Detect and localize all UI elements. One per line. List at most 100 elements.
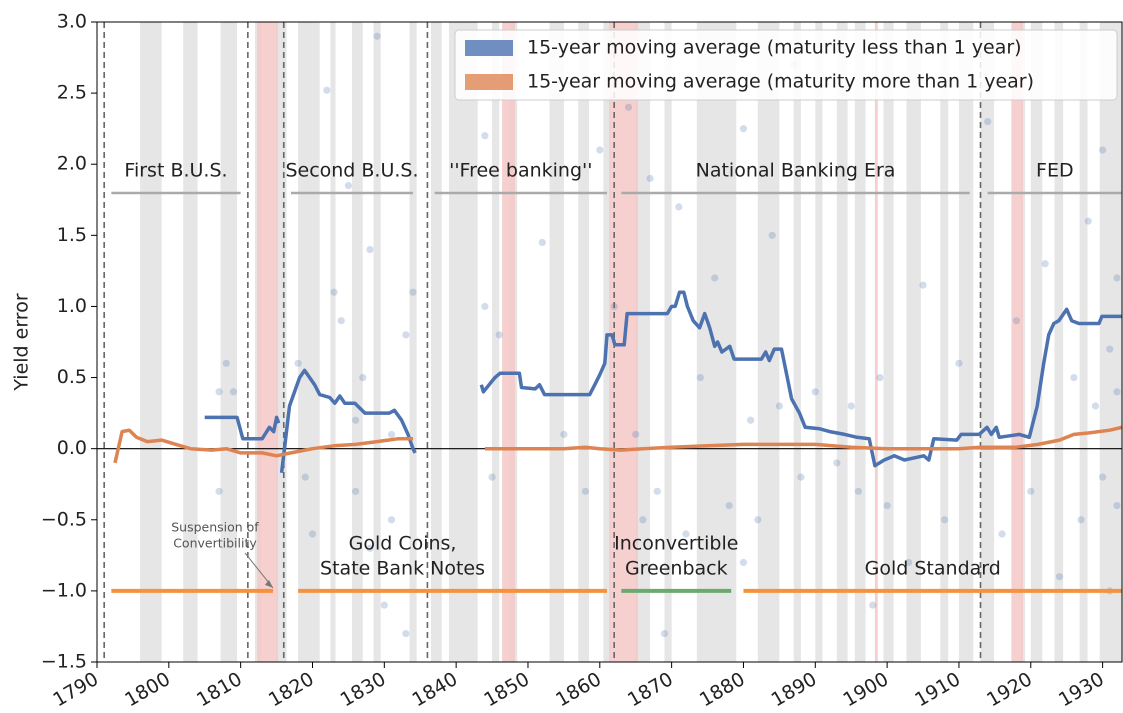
x-tick-label: 1910 — [911, 668, 964, 711]
regime-label: Greenback — [625, 557, 728, 579]
legend-swatch — [465, 74, 513, 90]
recession-band — [958, 22, 974, 662]
scatter-point — [481, 132, 489, 140]
scatter-point — [747, 416, 755, 424]
legend-swatch — [465, 40, 513, 56]
recession-band — [757, 22, 780, 662]
recession-band — [183, 22, 198, 662]
recession-band — [1099, 22, 1122, 662]
annotation-text: Suspension of — [171, 519, 259, 534]
scatter-point — [308, 530, 317, 538]
x-tick-label: 1850 — [480, 668, 533, 711]
x-tick-label: 1890 — [768, 668, 821, 711]
scatter-point — [1041, 260, 1049, 268]
x-tick-label: 1930 — [1055, 668, 1108, 711]
recession-band — [578, 22, 590, 662]
scatter-point — [869, 601, 877, 609]
scatter-point — [402, 331, 410, 339]
y-tick-label: −1.0 — [41, 579, 87, 601]
scatter-point — [402, 629, 410, 638]
scatter-point — [488, 473, 496, 481]
recession-band — [276, 22, 287, 662]
x-tick-label: 1790 — [49, 668, 102, 711]
scatter-point — [833, 459, 841, 467]
crisis-band — [874, 22, 878, 662]
legend-label: 15-year moving average (maturity more th… — [527, 71, 1034, 93]
crisis-band — [257, 22, 279, 662]
scatter-point — [301, 473, 309, 481]
y-tick-label: 2.5 — [57, 82, 87, 104]
scatter-point — [955, 359, 963, 367]
scatter-point — [984, 117, 992, 126]
crisis-band — [1011, 22, 1023, 662]
annotation-text: Convertibility — [173, 535, 257, 550]
y-tick-label: 3.0 — [57, 11, 87, 33]
era-label: ''Free banking'' — [449, 160, 592, 182]
scatter-point — [222, 359, 230, 367]
x-tick-label: 1860 — [552, 668, 605, 711]
scatter-point — [854, 487, 862, 495]
x-tick-label: 1830 — [337, 668, 390, 711]
scatter-point — [1070, 373, 1078, 382]
recession-band — [448, 22, 478, 662]
scatter-point — [696, 373, 704, 382]
y-tick-label: −0.5 — [41, 508, 87, 530]
scatter-point — [876, 373, 884, 382]
scatter-point — [1077, 516, 1085, 524]
scatter-point — [359, 373, 367, 382]
scatter-point — [1099, 473, 1107, 481]
scatter-point — [351, 487, 360, 495]
y-tick-label: −1.5 — [41, 651, 87, 673]
scatter-point — [294, 359, 302, 367]
recession-band — [793, 22, 801, 662]
era-label: National Banking Era — [696, 160, 896, 182]
era-label: Second B.U.S. — [285, 160, 418, 182]
annotation-arrowhead — [264, 579, 273, 588]
scatter-point — [883, 501, 891, 510]
x-tick-label: 1880 — [696, 668, 749, 711]
y-tick-label: 1.5 — [57, 224, 87, 246]
recession-band — [1030, 22, 1043, 662]
plot-frame — [96, 21, 1123, 663]
scatter-point — [1106, 345, 1114, 353]
recession-band — [220, 22, 238, 662]
legend-box — [454, 29, 1118, 101]
recession-band — [298, 22, 320, 662]
scatter-point — [682, 530, 690, 538]
x-tick-label: 1870 — [624, 668, 677, 711]
scatter-point — [998, 530, 1006, 538]
scatter-point — [409, 288, 417, 296]
x-tick-label: 1810 — [193, 668, 246, 711]
scatter-point — [739, 125, 748, 133]
scatter-point — [323, 86, 331, 94]
scatter-point — [739, 558, 748, 567]
scatter-point — [1012, 317, 1021, 325]
scatter-point — [646, 174, 654, 183]
scatter-point — [1027, 487, 1035, 495]
scatter-point — [1084, 217, 1092, 225]
scatter-point — [560, 430, 568, 439]
scatter-point — [940, 516, 949, 524]
y-tick-label: 2.0 — [57, 153, 87, 175]
scatter-point — [1113, 274, 1121, 282]
scatter-point — [632, 430, 640, 439]
recession-band — [836, 22, 848, 662]
regime-label: Gold Coins, — [349, 532, 457, 554]
x-tick-label: 1800 — [121, 668, 174, 711]
scatter-point — [387, 430, 396, 439]
scatter-point — [538, 238, 546, 247]
scatter-point — [624, 103, 633, 111]
x-tick-label: 1900 — [839, 668, 892, 711]
scatter-point — [675, 203, 683, 211]
scatter-point — [775, 402, 783, 410]
regime-label: Inconvertible — [614, 532, 738, 554]
scatter-point — [725, 501, 733, 510]
x-tick-label: 1920 — [983, 668, 1036, 711]
scatter-point — [229, 388, 238, 396]
scatter-point — [847, 402, 855, 410]
recession-band — [854, 22, 866, 662]
x-tick-label: 1820 — [265, 668, 318, 711]
scatter-point — [754, 516, 762, 524]
recession-band — [373, 22, 381, 662]
scatter-point — [581, 487, 590, 495]
